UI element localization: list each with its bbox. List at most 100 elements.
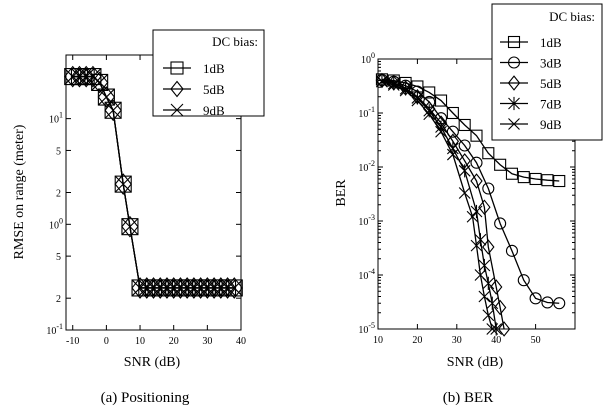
data-point bbox=[478, 258, 491, 273]
data-point bbox=[505, 244, 519, 257]
data-point bbox=[435, 125, 447, 138]
data-point bbox=[517, 274, 530, 287]
series-9dB bbox=[376, 75, 499, 335]
data-point bbox=[478, 199, 491, 215]
data-point bbox=[151, 279, 169, 297]
data-point bbox=[77, 65, 95, 88]
data-point bbox=[212, 277, 230, 299]
data-point bbox=[458, 118, 471, 132]
data-point bbox=[423, 86, 436, 99]
data-point bbox=[497, 321, 511, 337]
data-point bbox=[198, 277, 217, 299]
data-point bbox=[399, 82, 412, 96]
data-point bbox=[529, 172, 542, 186]
data-point bbox=[165, 279, 183, 297]
data-point bbox=[474, 269, 487, 281]
data-point bbox=[541, 296, 554, 309]
legend-label: 9dB bbox=[203, 103, 225, 118]
data-point bbox=[138, 279, 156, 297]
data-point bbox=[482, 182, 495, 195]
x-axis-label: SNR (dB) bbox=[124, 355, 181, 370]
data-point bbox=[91, 74, 109, 91]
data-point bbox=[446, 141, 459, 156]
y-tick-label: 5 bbox=[56, 146, 61, 157]
data-point bbox=[131, 277, 149, 299]
y-tick-label: 10-2 bbox=[358, 159, 375, 174]
legend-item: 7dB bbox=[500, 97, 562, 112]
data-point bbox=[517, 171, 530, 184]
data-point bbox=[191, 277, 210, 299]
y-tick-label: 10-3 bbox=[358, 213, 375, 228]
ber-chart: 10 20 30 40 50 10-5 10-4 10-3 10-2 10-1 100 SNR (d… bbox=[334, 3, 603, 406]
data-point bbox=[218, 277, 237, 299]
data-point bbox=[470, 156, 483, 169]
data-point bbox=[97, 88, 115, 106]
data-point bbox=[446, 106, 459, 120]
positioning-chart: -10 0 10 20 30 40 10-1 2 5 100 2 5 101 SNR (dB) RMSE… bbox=[12, 29, 265, 406]
data-point bbox=[411, 94, 424, 107]
data-point bbox=[84, 68, 102, 85]
legend: DC bias: 1dB 5dB 9dB bbox=[152, 29, 265, 118]
data-point bbox=[505, 167, 519, 180]
data-point bbox=[71, 68, 88, 85]
legend-item: 9dB bbox=[500, 117, 562, 132]
data-point bbox=[553, 174, 566, 188]
y-tick-label: 5 bbox=[56, 252, 61, 263]
y-axis-label: BER bbox=[334, 179, 349, 207]
data-point bbox=[494, 158, 507, 171]
data-point bbox=[486, 296, 499, 310]
data-point bbox=[192, 279, 210, 297]
data-point bbox=[178, 277, 196, 299]
x-axis-label: SNR (dB) bbox=[447, 355, 504, 370]
data-point bbox=[458, 187, 471, 199]
legend-marker bbox=[507, 35, 521, 49]
data-point bbox=[158, 277, 176, 299]
legend-marker bbox=[508, 118, 520, 130]
data-point bbox=[205, 279, 223, 297]
legend-label: 1dB bbox=[203, 61, 225, 76]
y-tick-label: 100 bbox=[361, 51, 375, 66]
y-tick-label: 10-5 bbox=[358, 321, 375, 336]
legend-marker bbox=[508, 96, 520, 111]
legend-item: 1dB bbox=[500, 35, 562, 50]
legend-item: 1dB bbox=[163, 61, 225, 76]
legend-box bbox=[491, 3, 603, 141]
x-tick-label: 20 bbox=[412, 335, 422, 346]
y-tick-label: 2 bbox=[56, 294, 61, 305]
x-tick-label: 40 bbox=[491, 335, 501, 346]
series-9dB bbox=[64, 68, 243, 297]
data-point bbox=[114, 175, 132, 193]
legend-label: 5dB bbox=[203, 82, 225, 97]
legend-label: 1dB bbox=[540, 35, 562, 50]
series-7dB bbox=[376, 74, 503, 336]
data-point bbox=[84, 65, 102, 88]
legend-marker bbox=[170, 80, 184, 98]
data-point bbox=[171, 277, 190, 299]
data-point bbox=[158, 279, 176, 297]
data-point bbox=[470, 173, 483, 189]
y-tick-label: 100 bbox=[49, 216, 63, 231]
x-tick-label: 40 bbox=[236, 336, 246, 347]
data-point bbox=[97, 86, 116, 108]
data-point bbox=[64, 68, 82, 85]
data-point bbox=[553, 297, 566, 310]
legend-label: 7dB bbox=[540, 97, 562, 112]
data-point bbox=[470, 239, 483, 252]
data-point bbox=[493, 299, 507, 316]
data-point bbox=[489, 279, 503, 295]
data-point bbox=[482, 147, 495, 160]
data-point bbox=[434, 94, 448, 107]
data-point bbox=[478, 290, 491, 303]
legend-marker bbox=[170, 103, 184, 117]
data-point bbox=[529, 292, 542, 305]
data-point bbox=[90, 71, 109, 94]
data-point bbox=[178, 279, 196, 297]
chart-caption: (b) BER bbox=[443, 390, 493, 406]
data-point bbox=[470, 129, 483, 142]
x-tick-label: -10 bbox=[66, 336, 79, 347]
x-tick-label: 10 bbox=[135, 336, 145, 347]
x-tick-label: 30 bbox=[452, 335, 462, 346]
data-point bbox=[225, 277, 243, 299]
y-tick-label: 10-1 bbox=[46, 322, 63, 337]
